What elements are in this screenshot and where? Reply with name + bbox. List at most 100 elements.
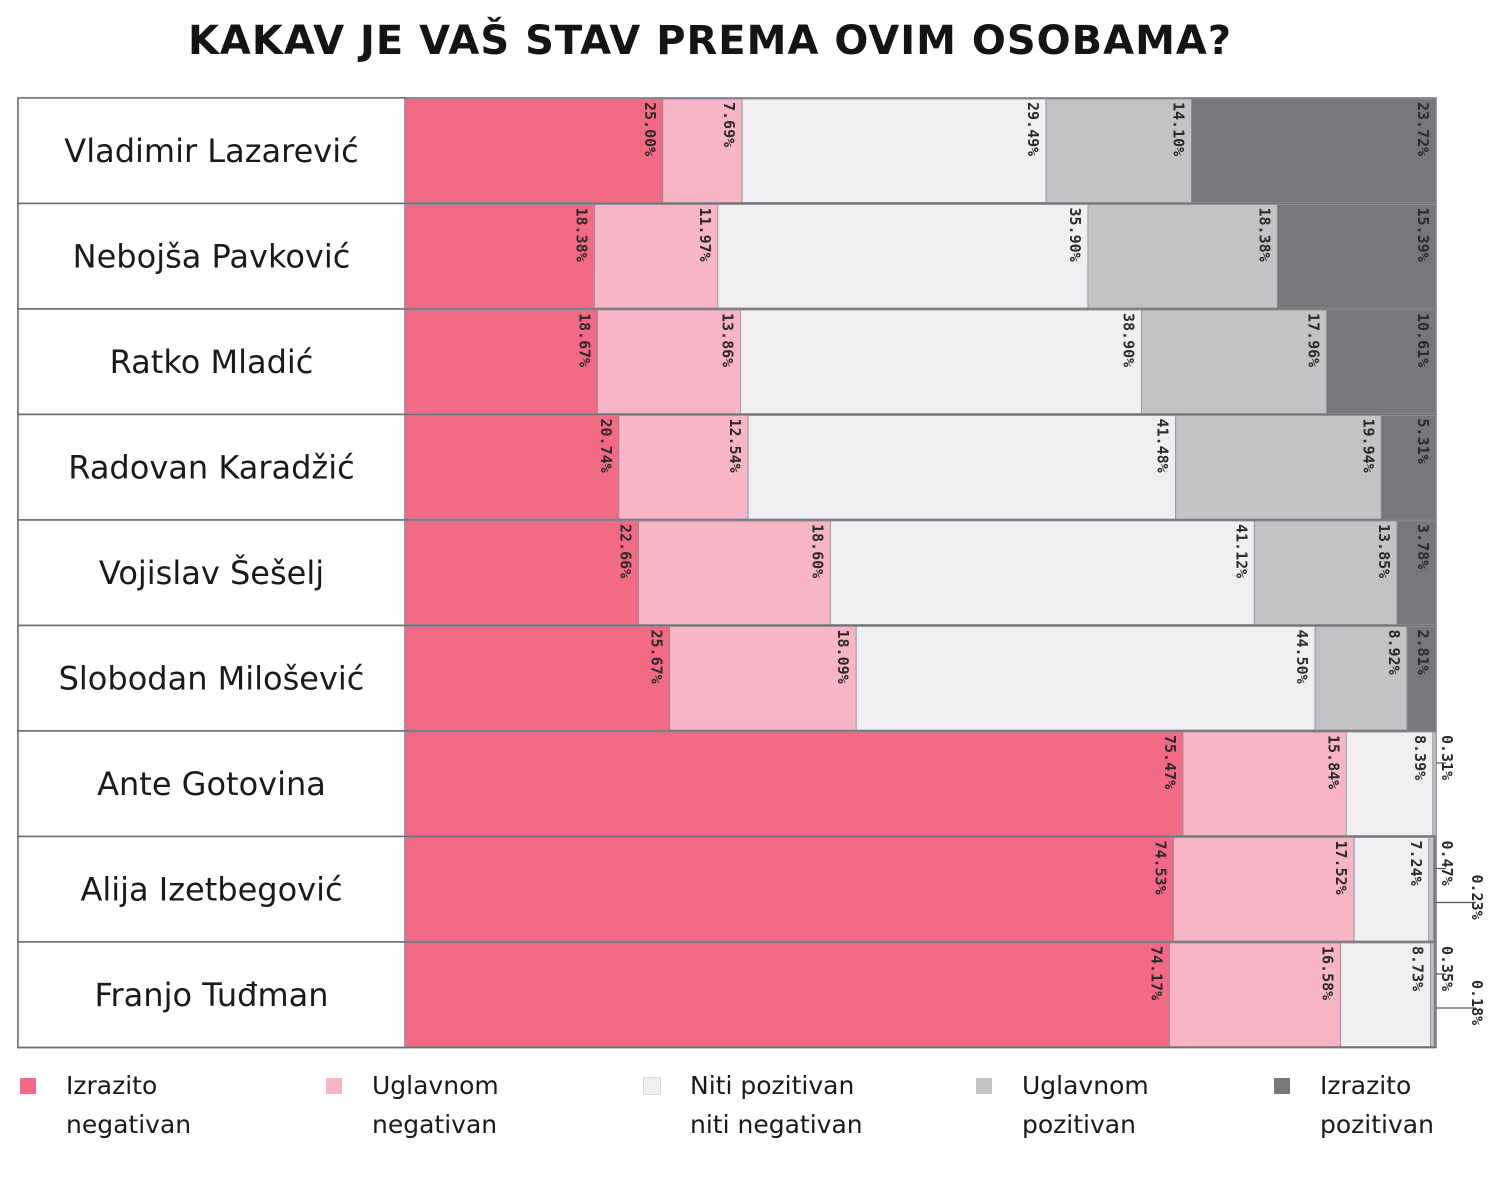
bar-segment: [1087, 204, 1278, 309]
bar-segment: [1428, 837, 1435, 942]
bar-segment: [1253, 520, 1398, 625]
name-cell: [17, 308, 406, 416]
value-label: 25.00%: [641, 102, 659, 156]
bar-segment: [1141, 309, 1328, 414]
value-label: 74.53%: [1152, 841, 1170, 895]
value-label: 18.38%: [573, 208, 591, 262]
value-label: 29.49%: [1024, 102, 1042, 156]
value-label: 8.92%: [1385, 630, 1403, 675]
bar-segment: [1380, 415, 1437, 520]
legend-label-line1: Izrazito: [66, 1071, 158, 1100]
bar-segment: [829, 520, 1255, 625]
value-label: 7.24%: [1407, 841, 1425, 886]
bar-segment: [404, 520, 640, 625]
name-cell: [17, 835, 406, 943]
value-label: 18.38%: [1255, 208, 1273, 262]
stacked-bar-chart: Vladimir Lazarević Nebojša Pavković Ratko …: [17, 97, 1486, 1049]
bar-segment: [1182, 731, 1347, 836]
name-cell: [17, 97, 406, 205]
legend-swatch: [20, 1078, 36, 1094]
bar-segment: [669, 626, 857, 731]
bar-segment: [618, 415, 749, 520]
value-label: 35.90%: [1066, 208, 1084, 262]
bar-segment: [1191, 98, 1437, 203]
bar-segment: [1432, 731, 1437, 836]
bar-segment: [404, 98, 664, 203]
legend-swatch: [976, 1078, 992, 1094]
value-label: 18.60%: [808, 524, 826, 578]
legend-label-line2: negativan: [372, 1110, 498, 1139]
category-label: Slobodan Milošević: [59, 659, 365, 697]
name-cell: [17, 730, 406, 838]
value-label: 75.47%: [1161, 735, 1179, 789]
value-label: 23.72%: [1414, 102, 1432, 156]
name-cell: [17, 941, 406, 1049]
value-label: 17.52%: [1332, 841, 1350, 895]
legend-label-line2: pozitivan: [1320, 1110, 1434, 1139]
bar-segment: [1045, 98, 1192, 203]
value-label: 15.39%: [1414, 208, 1432, 262]
value-label: 0.18%: [1468, 980, 1486, 1025]
value-label: 5.31%: [1414, 419, 1432, 464]
bar-segment: [1169, 942, 1341, 1047]
name-cell: [17, 202, 406, 310]
category-label: Nebojša Pavković: [73, 237, 351, 275]
name-cell: [17, 413, 406, 521]
name-cell: [17, 624, 406, 732]
bar-segment: [404, 309, 598, 414]
value-label: 11.97%: [696, 208, 714, 262]
bar-segment: [1353, 837, 1430, 942]
bar-segment: [1326, 309, 1437, 414]
value-label: 74.17%: [1148, 946, 1166, 1000]
legend-label-line1: Niti pozitivan: [690, 1071, 855, 1100]
category-label: Vladimir Lazarević: [64, 132, 358, 170]
value-label: 3.78%: [1414, 524, 1432, 569]
bar-segment: [739, 309, 1142, 414]
bar-segment: [404, 626, 671, 731]
bar-segment: [594, 204, 719, 309]
value-label: 20.74%: [597, 419, 615, 473]
category-label: Franjo Tuđman: [94, 976, 328, 1014]
legend-label-line1: Uglavnom: [372, 1071, 499, 1100]
bar-segment: [855, 626, 1316, 731]
bar-segment: [1396, 520, 1437, 625]
bar-segment: [404, 204, 595, 309]
bar-segment: [638, 520, 831, 625]
value-label: 44.50%: [1293, 630, 1311, 684]
bar-segment: [662, 98, 743, 203]
legend-label-line2: pozitivan: [1022, 1110, 1136, 1139]
bar-segment: [741, 98, 1047, 203]
value-label: 8.73%: [1409, 946, 1427, 991]
bar-segment: [1314, 626, 1408, 731]
legend-label-line1: Uglavnom: [1022, 1071, 1149, 1100]
bar-segment: [404, 837, 1174, 942]
category-label: Ratko Mladić: [110, 343, 314, 381]
value-label: 19.94%: [1359, 419, 1377, 473]
bar-segment: [1433, 837, 1437, 942]
value-label: 0.47%: [1438, 841, 1456, 886]
bar-segment: [1276, 204, 1437, 309]
value-label: 22.66%: [617, 524, 635, 578]
bar-segment: [404, 942, 1171, 1047]
bar-segment: [404, 415, 620, 520]
value-label: 17.96%: [1305, 313, 1323, 367]
value-label: 10.61%: [1414, 313, 1432, 367]
value-label: 8.39%: [1411, 735, 1429, 780]
bar-segment: [1406, 626, 1437, 731]
value-label: 12.54%: [726, 419, 744, 473]
value-label: 41.12%: [1232, 524, 1250, 578]
category-label: Radovan Karadžić: [68, 448, 354, 486]
value-label: 25.67%: [648, 630, 666, 684]
bar-segment: [717, 204, 1089, 309]
legend-swatch: [1274, 1078, 1290, 1094]
bar-segment: [1173, 837, 1355, 942]
value-label: 0.23%: [1468, 875, 1486, 920]
legend-label-line1: Izrazito: [1320, 1071, 1412, 1100]
value-label: 16.58%: [1319, 946, 1337, 1000]
category-label: Vojislav Šešelj: [99, 553, 324, 592]
value-label: 0.31%: [1438, 735, 1456, 780]
value-label: 18.67%: [576, 313, 594, 367]
value-label: 41.48%: [1154, 419, 1172, 473]
value-label: 0.35%: [1438, 946, 1456, 991]
legend-label-line2: negativan: [66, 1110, 192, 1139]
